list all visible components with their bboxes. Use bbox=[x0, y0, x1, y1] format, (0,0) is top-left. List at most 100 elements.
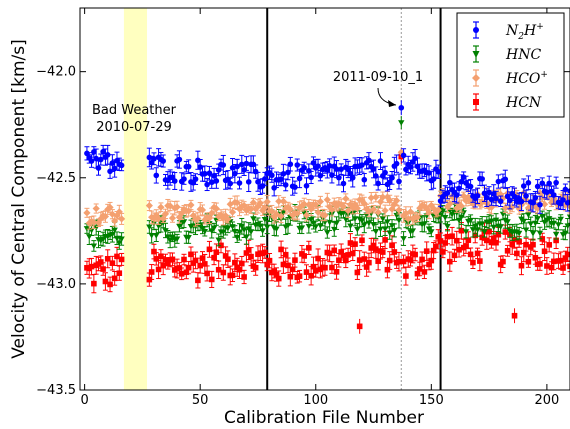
data-point bbox=[255, 179, 261, 185]
legend-label-hco: HCO+ bbox=[505, 70, 548, 87]
data-point bbox=[231, 229, 239, 235]
x-tick-label-200: 200 bbox=[534, 393, 559, 408]
data-point bbox=[90, 243, 98, 250]
bad-weather-band bbox=[123, 8, 148, 390]
data-point bbox=[414, 163, 421, 170]
data-point bbox=[525, 212, 532, 218]
data-point bbox=[363, 264, 370, 270]
data-point bbox=[269, 172, 275, 179]
data-point bbox=[298, 202, 306, 210]
data-point bbox=[522, 227, 530, 234]
data-point bbox=[400, 258, 407, 265]
data-point bbox=[236, 266, 243, 273]
data-point bbox=[414, 270, 421, 277]
data-point bbox=[440, 249, 446, 255]
data-point bbox=[338, 166, 344, 172]
data-point bbox=[83, 209, 91, 217]
data-point bbox=[372, 193, 380, 201]
data-point bbox=[229, 165, 236, 171]
outlier-point-2 bbox=[511, 312, 518, 319]
data-point bbox=[493, 239, 499, 246]
data-point bbox=[321, 211, 329, 219]
data-point bbox=[354, 226, 361, 233]
data-point bbox=[456, 246, 462, 253]
data-point bbox=[370, 242, 377, 249]
data-point bbox=[225, 256, 231, 262]
data-point bbox=[91, 280, 97, 287]
data-point bbox=[118, 256, 125, 263]
data-point bbox=[220, 162, 227, 168]
data-point bbox=[353, 204, 361, 212]
data-point bbox=[238, 223, 245, 230]
y-tick-label-0: −42.0 bbox=[36, 65, 76, 80]
data-point bbox=[391, 249, 398, 255]
data-point bbox=[354, 269, 361, 276]
data-point bbox=[102, 278, 109, 285]
series-n2h bbox=[84, 100, 570, 214]
data-point bbox=[282, 182, 289, 188]
data-point bbox=[168, 214, 177, 222]
data-point bbox=[315, 255, 321, 262]
data-point bbox=[379, 249, 386, 255]
data-point bbox=[458, 178, 465, 185]
data-point bbox=[91, 149, 97, 155]
data-point bbox=[259, 228, 266, 234]
data-point bbox=[361, 176, 368, 183]
legend-entry-hcn: HCN bbox=[473, 93, 542, 111]
data-point bbox=[557, 257, 564, 264]
data-point bbox=[536, 230, 544, 237]
data-point bbox=[181, 256, 187, 263]
data-point bbox=[181, 176, 187, 182]
data-point bbox=[202, 261, 208, 267]
data-point bbox=[518, 262, 525, 269]
data-point bbox=[338, 249, 344, 255]
data-point bbox=[294, 162, 301, 168]
data-point bbox=[90, 218, 98, 226]
data-point bbox=[349, 204, 357, 212]
data-point bbox=[185, 163, 192, 170]
data-point bbox=[247, 229, 255, 235]
data-point bbox=[407, 257, 414, 263]
data-point bbox=[446, 200, 454, 208]
data-point bbox=[109, 231, 116, 238]
data-point bbox=[213, 178, 220, 184]
data-point bbox=[523, 193, 529, 199]
data-point bbox=[206, 170, 213, 177]
data-point bbox=[302, 211, 311, 219]
data-point bbox=[262, 249, 268, 256]
data-point bbox=[361, 256, 368, 262]
data-point bbox=[289, 266, 296, 273]
data-point bbox=[435, 234, 442, 240]
data-point bbox=[346, 200, 355, 209]
data-point bbox=[151, 248, 157, 255]
data-point bbox=[516, 239, 522, 245]
data-point bbox=[520, 183, 527, 189]
annotation-bad-weather: Bad Weather bbox=[92, 103, 177, 118]
data-point bbox=[396, 178, 402, 185]
data-point bbox=[425, 208, 433, 216]
data-point bbox=[118, 236, 125, 243]
data-point bbox=[421, 269, 428, 275]
data-point bbox=[428, 229, 435, 235]
data-point bbox=[275, 197, 283, 205]
data-point bbox=[534, 216, 541, 222]
data-point bbox=[351, 216, 359, 222]
data-point bbox=[540, 200, 549, 208]
data-point bbox=[403, 166, 409, 173]
data-point bbox=[502, 229, 509, 235]
data-point bbox=[173, 203, 181, 211]
data-point bbox=[215, 237, 222, 244]
data-point bbox=[243, 234, 250, 241]
data-point bbox=[373, 246, 379, 252]
data-point bbox=[162, 257, 169, 263]
data-point bbox=[502, 176, 509, 183]
data-point bbox=[296, 175, 303, 182]
data-point bbox=[273, 271, 280, 278]
data-point bbox=[463, 243, 469, 249]
data-point bbox=[275, 275, 282, 282]
data-point bbox=[329, 264, 335, 271]
data-point bbox=[295, 204, 304, 212]
data-point bbox=[551, 258, 557, 265]
data-point bbox=[306, 245, 312, 251]
data-point bbox=[118, 162, 125, 169]
